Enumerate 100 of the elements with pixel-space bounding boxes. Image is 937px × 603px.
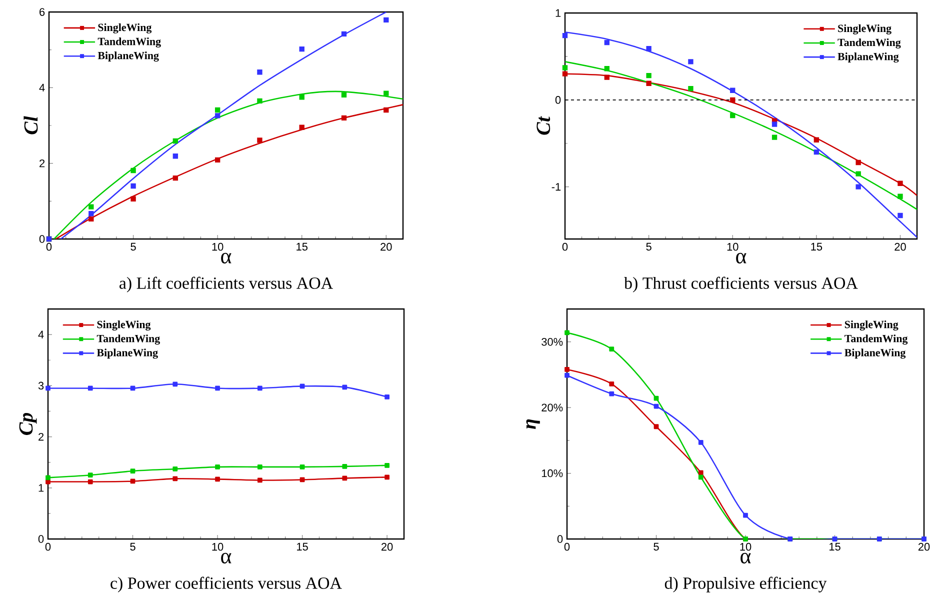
text: d) Propulsive efficiency [664, 576, 827, 592]
point [604, 66, 610, 72]
point [654, 396, 659, 401]
point [299, 94, 304, 100]
point [730, 112, 736, 118]
point [342, 464, 348, 469]
line-series [565, 61, 918, 210]
x-tick-label: 10 [212, 242, 224, 251]
point [384, 90, 389, 96]
point [609, 391, 614, 396]
point [130, 183, 136, 189]
point [856, 171, 861, 176]
y-tick-label: 4 [39, 84, 45, 92]
point [299, 46, 304, 52]
point [856, 160, 861, 166]
point [172, 466, 178, 472]
point [46, 386, 50, 391]
point [130, 168, 136, 174]
point [341, 92, 347, 98]
point [898, 180, 903, 186]
point [562, 33, 568, 38]
x-tick-label: 5 [646, 242, 652, 251]
point [172, 154, 178, 159]
y-tick-label: 20% [542, 404, 563, 412]
y-tick-label: 4 [38, 330, 44, 338]
x-tick-label: 5 [130, 542, 136, 551]
point [300, 477, 305, 482]
y-tick-label: 1 [38, 484, 44, 492]
y-axis-title: Cl [24, 116, 38, 134]
text: b) Thrust coefficients versus AOA [624, 276, 858, 292]
y-tick-label: 6 [40, 8, 45, 16]
point [342, 476, 348, 481]
point [130, 478, 136, 484]
x-tick-label: 20 [382, 542, 393, 551]
point [564, 330, 570, 336]
point [215, 464, 220, 470]
x-tick-label: 10 [727, 242, 738, 251]
legend-label: TandemWing [838, 38, 901, 48]
point [46, 475, 50, 480]
point [341, 115, 347, 121]
legend-label: SingleWing [98, 23, 152, 34]
x-tick-label: 0 [46, 242, 52, 251]
legend-label: TandemWing [844, 334, 908, 345]
point [743, 512, 748, 518]
point [300, 464, 305, 470]
point [172, 175, 178, 181]
point [88, 216, 94, 222]
x-tick-label: 20 [894, 242, 906, 251]
point [646, 80, 652, 86]
point [609, 381, 614, 386]
point [299, 124, 304, 130]
point [698, 440, 704, 445]
line-series [60, 12, 387, 239]
y-tick-label: 10% [542, 469, 563, 478]
x-tick-label: 5 [130, 242, 136, 251]
point [341, 31, 347, 37]
text: c) Power coefficients versus AOA [110, 576, 342, 592]
y-tick-label: 2 [38, 432, 44, 441]
point [564, 372, 570, 378]
point [604, 40, 610, 46]
x-tick-label: 10 [740, 542, 752, 551]
legend-label: TandemWing [98, 37, 161, 48]
point [88, 204, 94, 210]
legend-label: BiplaneWing [98, 52, 159, 62]
legend-label: TandemWing [96, 334, 160, 345]
point [257, 138, 262, 143]
x-tick-label: 15 [296, 242, 308, 251]
point [730, 88, 736, 93]
point [172, 382, 178, 387]
point [898, 194, 903, 199]
point [384, 462, 390, 468]
point [300, 384, 305, 389]
x-tick-label: 15 [297, 542, 308, 551]
x-tick-label: 20 [918, 542, 930, 551]
point [698, 470, 704, 476]
legend-label: BiplaneWing [96, 348, 158, 359]
x-tick-label: 10 [212, 542, 224, 551]
point [215, 386, 220, 391]
point [172, 138, 178, 144]
x-axis-title: α [221, 252, 232, 264]
point [88, 386, 93, 391]
y-axis-title: η [526, 419, 540, 430]
legend-label: BiplaneWing [844, 348, 906, 359]
point [257, 98, 262, 104]
x-tick-label: 5 [654, 542, 659, 551]
point [257, 464, 262, 470]
y-tick-label: 0 [557, 535, 563, 543]
point [898, 212, 903, 218]
x-axis-title: α [736, 252, 746, 264]
point [257, 478, 262, 483]
x-tick-label: 0 [45, 542, 51, 551]
point [688, 86, 694, 92]
y-tick-label: 1 [556, 9, 561, 17]
y-tick-label: 0 [39, 235, 45, 243]
legend-label: SingleWing [97, 320, 151, 331]
point [130, 468, 136, 474]
point [130, 386, 136, 391]
point [772, 134, 778, 140]
point [342, 384, 348, 390]
point [88, 472, 93, 478]
